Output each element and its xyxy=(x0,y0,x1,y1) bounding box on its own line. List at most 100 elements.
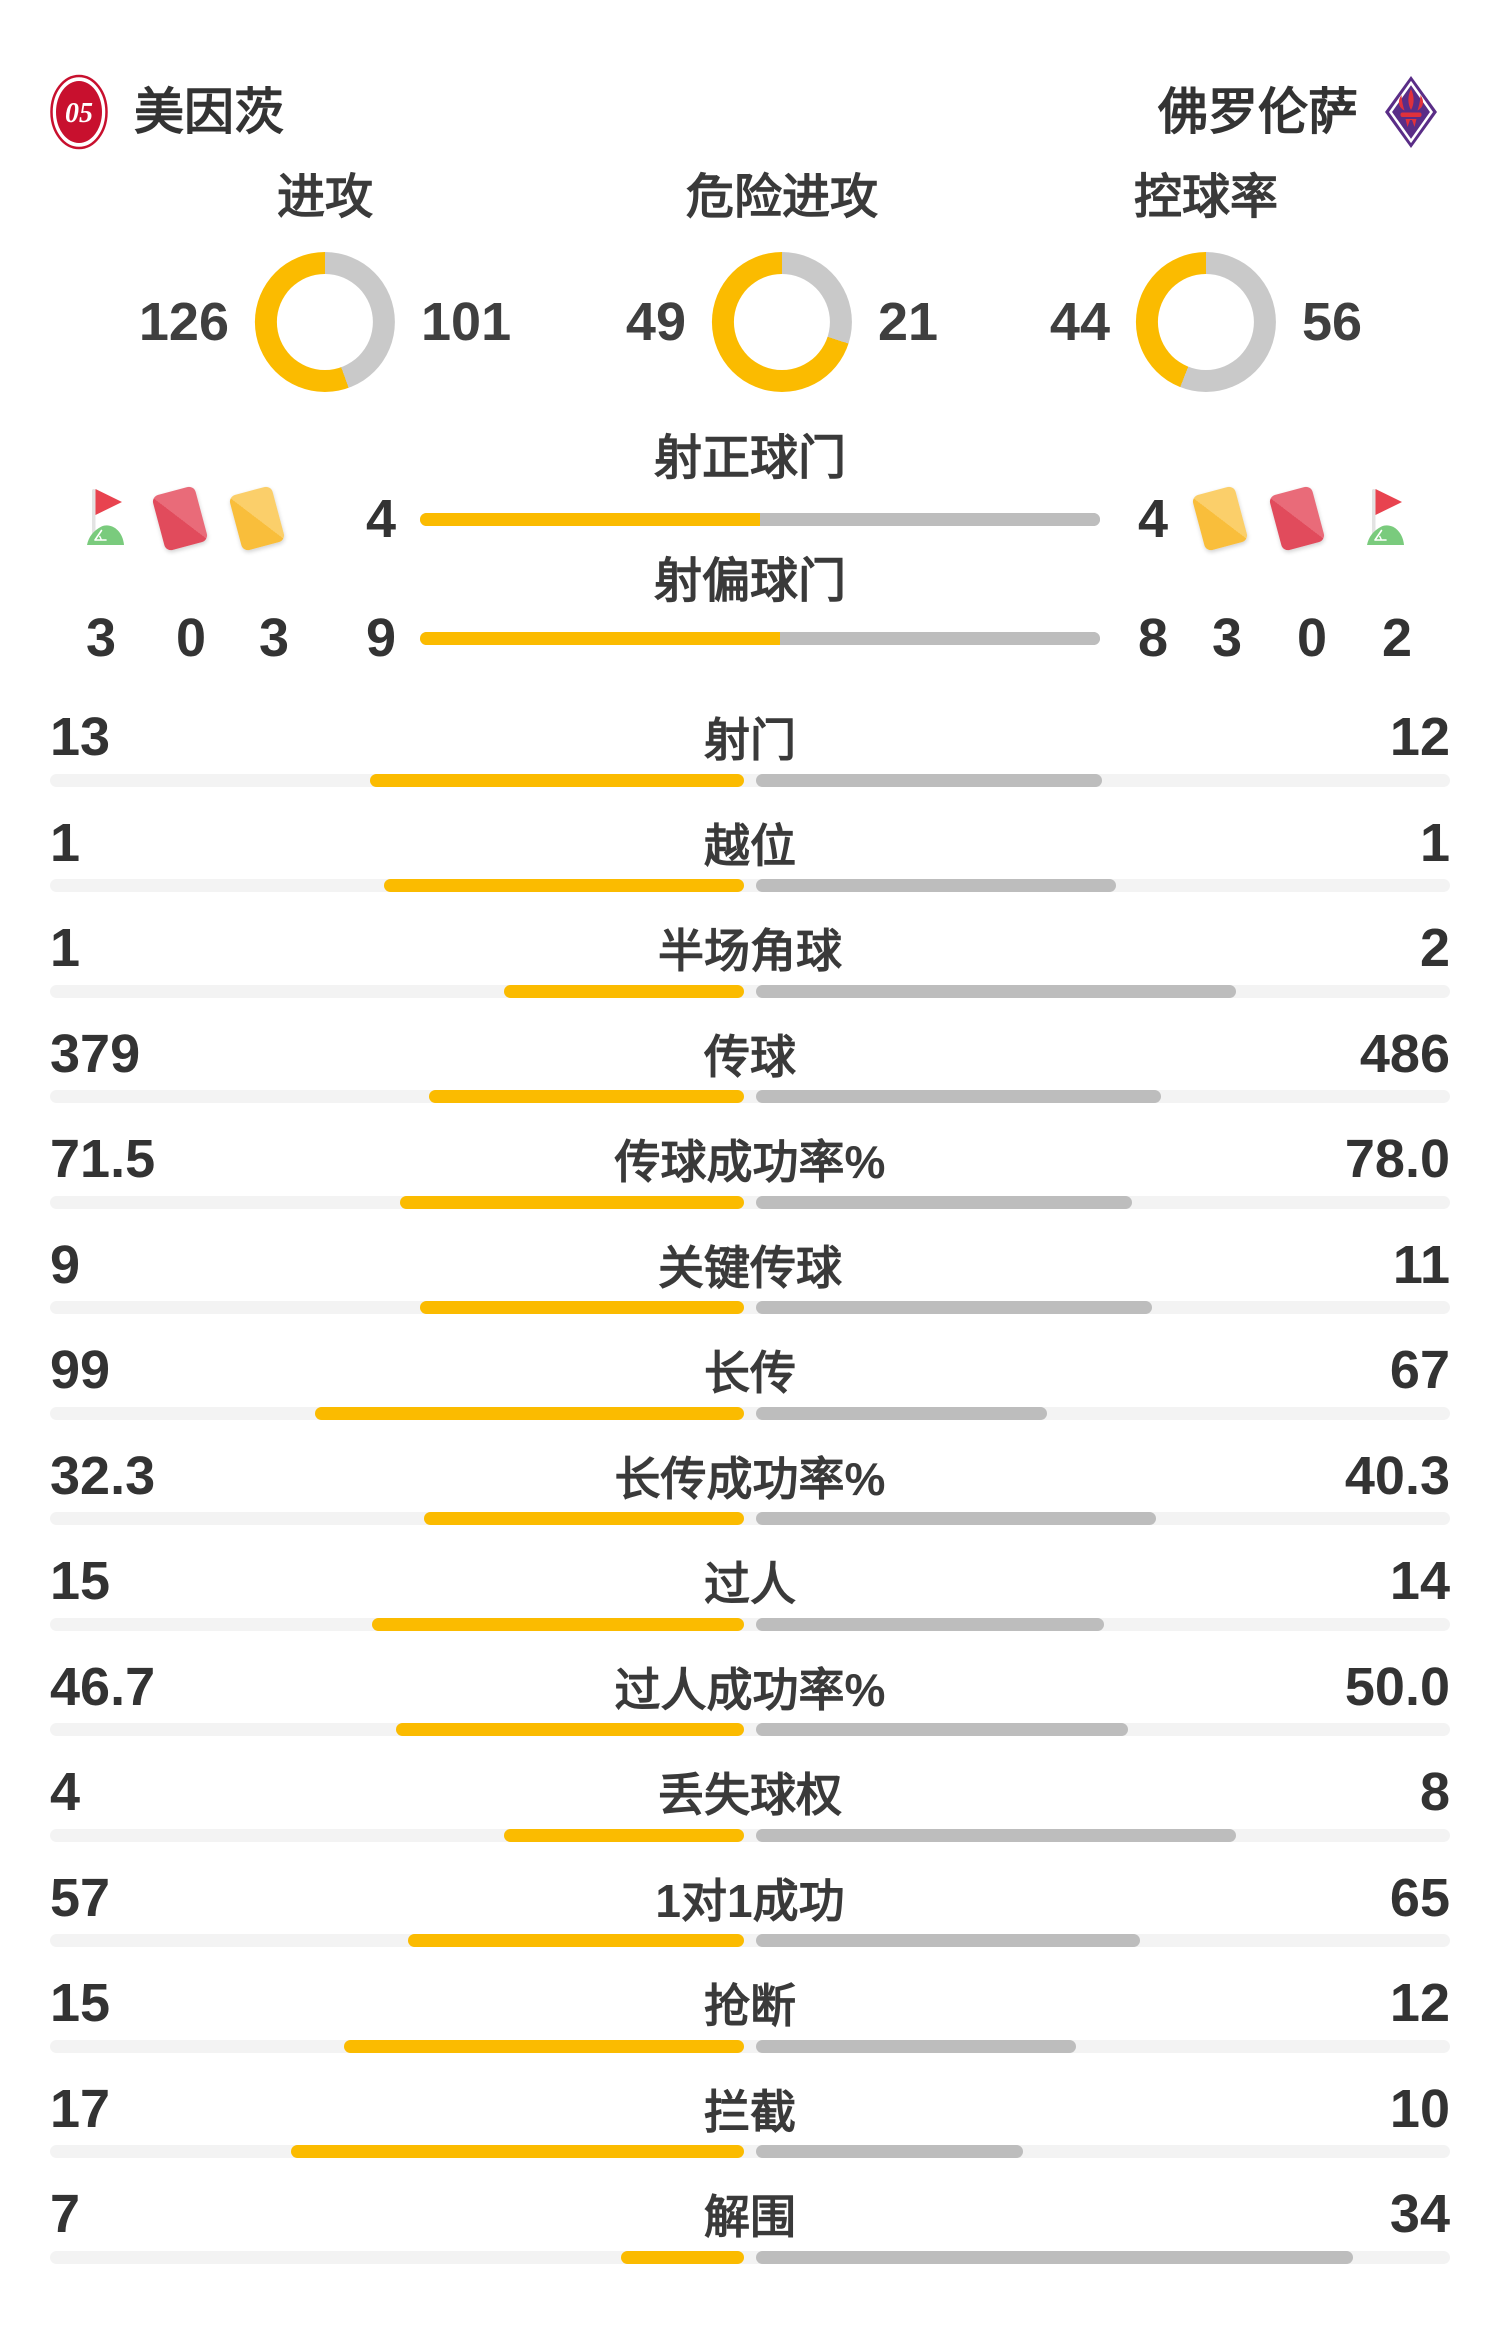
bar-track xyxy=(50,1617,1450,1631)
home-bar-segment xyxy=(420,513,760,526)
home-dangerous-attacks-value: 49 xyxy=(625,292,686,352)
stat-label: 传球成功率% xyxy=(614,1136,886,1188)
home-stat-value: 7 xyxy=(50,2184,81,2244)
mainz-logo-icon: 05 xyxy=(50,74,108,150)
home-bar-segment xyxy=(315,1406,744,1420)
away-bar-segment xyxy=(756,1512,1156,1525)
home-stat-value: 13 xyxy=(50,707,111,767)
home-bar-segment xyxy=(396,1723,744,1736)
away-stat-value: 10 xyxy=(1389,2078,1450,2139)
corner-flag-icon xyxy=(87,489,124,545)
home-shots-off-target-value: 9 xyxy=(365,608,396,668)
away-stat-value: 78.0 xyxy=(1344,1129,1450,1189)
home-bar-segment xyxy=(504,984,744,998)
stat-label: 过人 xyxy=(704,1558,796,1610)
shots-off-target-bar xyxy=(420,632,1100,645)
away-discipline-icons xyxy=(1191,484,1405,552)
bar-track xyxy=(50,1828,1450,1842)
away-bar-segment xyxy=(756,1723,1128,1736)
bar-track xyxy=(50,2039,1450,2053)
home-yellow-cards-count: 3 xyxy=(258,608,290,668)
stat-label: 越位 xyxy=(704,819,796,872)
home-stat-value: 57 xyxy=(50,1867,111,1928)
home-stat-value: 1 xyxy=(50,918,81,978)
svg-text:05: 05 xyxy=(65,98,93,129)
home-bar-segment xyxy=(372,1617,744,1631)
bar-track xyxy=(50,879,1450,892)
donut-possession: 44 56 xyxy=(1050,252,1362,392)
home-bar-segment xyxy=(370,773,744,787)
bar-track xyxy=(50,1195,1450,1209)
away-bar-segment xyxy=(756,1934,1140,1947)
stat-label: 丢失球权 xyxy=(658,1769,842,1821)
bar-track xyxy=(50,1406,1450,1420)
home-shots-on-target-value: 4 xyxy=(365,489,396,549)
away-stat-value: 65 xyxy=(1389,1867,1450,1928)
dangerous-attacks-donut-chart xyxy=(712,252,852,392)
away-stat-value: 12 xyxy=(1389,1973,1450,2033)
home-stat-value: 15 xyxy=(50,1973,111,2033)
donut-title-dangerous-attacks: 危险进攻 xyxy=(685,171,879,224)
bar-track xyxy=(50,1723,1450,1736)
stat-label: 解围 xyxy=(704,2191,796,2243)
away-stat-value: 2 xyxy=(1419,918,1450,978)
home-stat-value: 71.5 xyxy=(50,1129,156,1189)
donut-title-attacks: 进攻 xyxy=(276,171,374,224)
stat-label: 抢断 xyxy=(704,1980,796,2032)
shots-on-target-bar xyxy=(420,513,1100,526)
bar-track xyxy=(50,1301,1450,1314)
away-stat-value: 14 xyxy=(1389,1551,1450,1611)
away-bar-segment xyxy=(756,1195,1132,1209)
away-bar-segment xyxy=(756,2250,1353,2264)
home-bar-segment xyxy=(400,1195,744,1209)
home-bar-segment xyxy=(291,2145,744,2158)
shots-off-target-label: 射偏球门 xyxy=(653,555,847,608)
stat-label: 过人成功率% xyxy=(614,1663,886,1716)
home-bar-segment xyxy=(408,1934,744,1947)
away-possession-value: 56 xyxy=(1302,292,1363,352)
home-team-name: 美因茨 xyxy=(134,84,284,140)
red-card-icon xyxy=(151,484,209,552)
stat-label: 拦截 xyxy=(704,2085,796,2138)
home-stat-value: 4 xyxy=(50,1762,81,1822)
away-stat-value: 12 xyxy=(1389,707,1450,767)
bar-track xyxy=(50,984,1450,998)
away-shots-off-target-value: 8 xyxy=(1138,608,1169,668)
corner-flag-icon xyxy=(1367,489,1404,545)
home-possession-value: 44 xyxy=(1049,292,1110,352)
away-shots-on-target-value: 4 xyxy=(1138,489,1169,549)
away-bar-segment xyxy=(756,1090,1161,1103)
away-stat-value: 11 xyxy=(1392,1234,1450,1295)
home-bar-segment xyxy=(384,879,744,892)
home-stat-value: 379 xyxy=(50,1023,141,1084)
away-yellow-cards-count: 3 xyxy=(1211,608,1243,668)
fiorentina-logo-icon xyxy=(1385,76,1437,148)
home-team: 05 美因茨 xyxy=(50,68,284,156)
home-discipline-icons xyxy=(72,484,286,552)
away-stat-value: 1 xyxy=(1419,812,1450,873)
home-stat-value: 17 xyxy=(50,2078,111,2139)
stat-label: 长传成功率% xyxy=(614,1452,886,1505)
donut-attacks: 126 101 xyxy=(139,252,511,392)
away-stat-value: 67 xyxy=(1389,1340,1450,1400)
bar-track xyxy=(50,773,1450,787)
away-bar-segment xyxy=(756,2039,1076,2053)
attacks-donut-chart xyxy=(255,252,395,392)
away-bar-segment xyxy=(756,1617,1104,1631)
bar-track xyxy=(50,1934,1450,1947)
away-bar-segment xyxy=(760,513,1100,526)
bar-track xyxy=(50,1090,1450,1103)
yellow-card-icon xyxy=(228,484,286,552)
away-red-cards-count: 0 xyxy=(1296,608,1328,668)
away-bar-segment xyxy=(756,1301,1152,1314)
home-stat-value: 1 xyxy=(50,812,81,873)
red-card-icon xyxy=(1268,484,1326,552)
bar-track xyxy=(50,2145,1450,2158)
away-attacks-value: 101 xyxy=(421,292,512,352)
shots-on-target-label: 射正球门 xyxy=(653,432,847,485)
away-stat-value: 8 xyxy=(1419,1762,1450,1822)
home-red-cards-count: 0 xyxy=(175,608,207,668)
stat-label: 半场角球 xyxy=(658,925,842,977)
home-corners-count: 3 xyxy=(85,608,117,668)
home-stat-value: 99 xyxy=(50,1340,111,1400)
